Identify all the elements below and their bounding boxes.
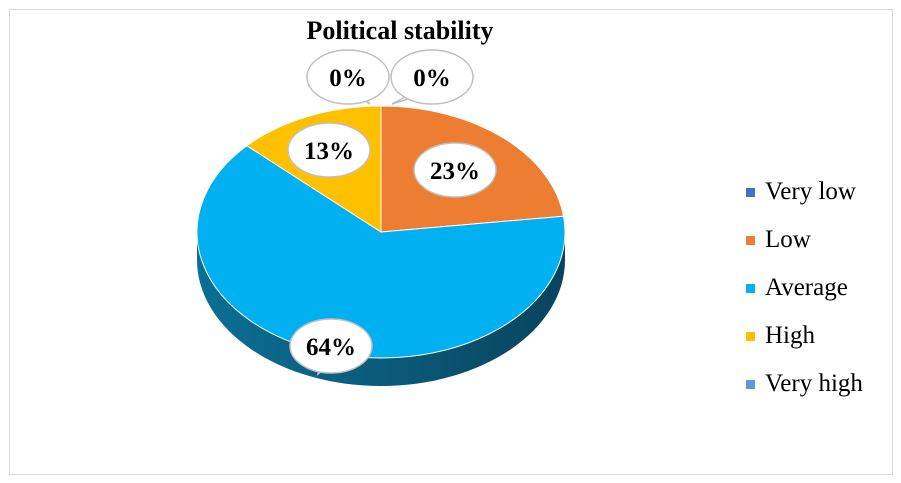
legend-item-high: High [746, 312, 863, 360]
legend-item-low: Low [746, 216, 863, 264]
legend-label: Average [765, 274, 848, 301]
svg-text:0%: 0% [329, 65, 367, 92]
legend-swatch [746, 331, 755, 341]
legend-item-average: Average [746, 264, 863, 312]
svg-text:64%: 64% [306, 334, 356, 361]
legend-label: Low [765, 226, 811, 253]
legend-label: Very low [765, 178, 856, 205]
svg-text:23%: 23% [430, 158, 480, 185]
data-label-very-high: 0% [390, 49, 474, 105]
legend-item-very-high: Very high [746, 360, 863, 408]
legend-swatch [746, 235, 755, 245]
chart-title: Political stability [306, 16, 494, 45]
data-label-very-low: 0% [306, 49, 390, 105]
legend: Very low Low Average High Very high [746, 168, 863, 408]
legend-swatch [746, 379, 755, 389]
data-label-low: 23% [413, 142, 497, 198]
legend-swatch [746, 283, 755, 293]
legend-swatch [746, 187, 755, 197]
legend-item-very-low: Very low [746, 168, 863, 216]
legend-label: Very high [765, 370, 863, 397]
pie-side-rim [197, 232, 565, 386]
svg-text:0%: 0% [413, 65, 451, 92]
data-label-average: 64% [289, 318, 373, 376]
legend-label: High [765, 322, 815, 349]
svg-text:13%: 13% [304, 138, 354, 165]
data-label-high: 13% [287, 122, 371, 178]
